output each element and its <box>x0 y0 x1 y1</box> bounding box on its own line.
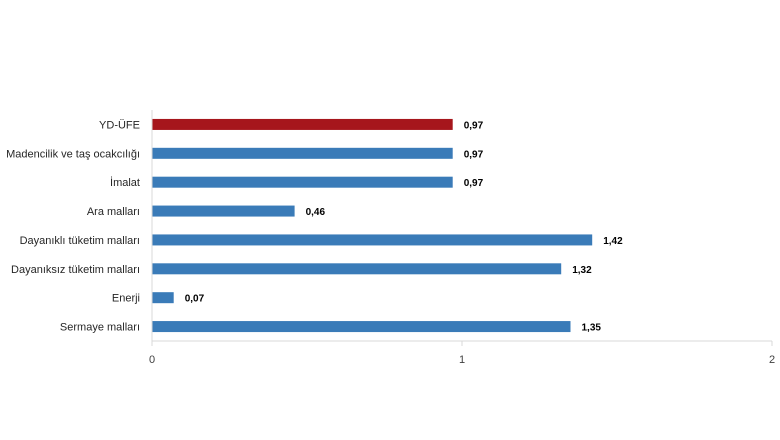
category-label: Ara malları <box>87 206 140 218</box>
bar-5 <box>152 234 593 246</box>
axes: 0 1 2 <box>149 110 775 366</box>
bar-3 <box>152 176 453 188</box>
category-label: Dayanıksız tüketim malları <box>11 264 140 276</box>
x-tick-label: 2 <box>769 354 775 366</box>
value-label: 1,35 <box>582 323 602 334</box>
x-tick-label: 0 <box>149 354 155 366</box>
bar-6 <box>152 263 562 275</box>
category-label: YD-ÜFE <box>99 119 140 131</box>
category-labels: YD-ÜFE Madencilik ve taş ocakcılığı İmalat… <box>6 119 140 333</box>
value-label: 1,42 <box>603 236 623 247</box>
bars-layer <box>152 118 593 333</box>
bar-1 <box>152 118 453 130</box>
x-tick-label: 1 <box>459 354 465 366</box>
value-label: 0,97 <box>464 120 484 131</box>
bar-2 <box>152 147 453 159</box>
category-label: Sermaye malları <box>60 322 140 334</box>
bar-4 <box>152 205 295 217</box>
category-label: Enerji <box>112 293 140 305</box>
value-label: 1,32 <box>572 265 592 276</box>
bar-8 <box>152 321 571 333</box>
category-label: İmalat <box>110 176 140 189</box>
value-label: 0,97 <box>464 149 484 160</box>
value-labels: 0,97 0,97 0,97 0,46 1,42 1,32 0,07 1,35 <box>185 120 623 333</box>
value-label: 0,97 <box>464 178 484 189</box>
bar-7 <box>152 292 174 304</box>
category-label: Madencilik ve taş ocakcılığı <box>6 148 140 160</box>
value-label: 0,46 <box>306 207 326 218</box>
category-label: Dayanıklı tüketim malları <box>20 235 140 247</box>
value-label: 0,07 <box>185 294 205 305</box>
